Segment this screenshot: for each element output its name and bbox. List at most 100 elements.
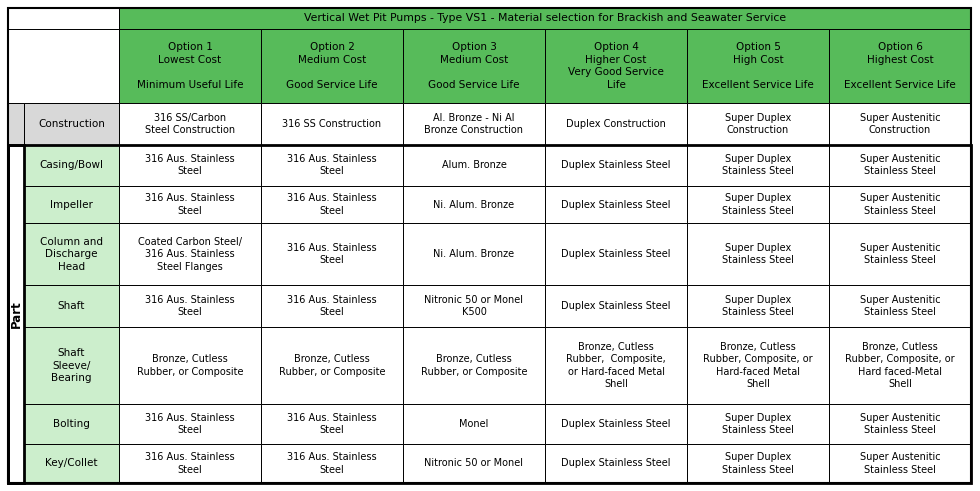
Text: Part: Part xyxy=(10,300,23,327)
Bar xyxy=(8,28,119,103)
Bar xyxy=(403,186,545,223)
Bar xyxy=(119,8,971,28)
Text: Option 6
Highest Cost

Excellent Service Life: Option 6 Highest Cost Excellent Service … xyxy=(844,42,956,89)
Bar xyxy=(24,223,119,285)
Bar xyxy=(261,186,403,223)
Bar xyxy=(545,327,687,405)
Text: 316 SS Construction: 316 SS Construction xyxy=(282,119,381,129)
Bar xyxy=(403,285,545,327)
Text: Nitronic 50 or Monel: Nitronic 50 or Monel xyxy=(424,458,523,468)
Text: Duplex Construction: Duplex Construction xyxy=(566,119,666,129)
Bar xyxy=(261,327,403,405)
Bar xyxy=(119,103,261,145)
Bar xyxy=(687,405,829,444)
Text: Shaft
Sleeve/
Bearing: Shaft Sleeve/ Bearing xyxy=(51,348,92,383)
Text: Super Duplex
Construction: Super Duplex Construction xyxy=(725,113,791,135)
Text: Super Austenitic
Stainless Steel: Super Austenitic Stainless Steel xyxy=(859,243,941,266)
Bar xyxy=(24,145,119,186)
Text: Bronze, Cutless
Rubber, or Composite: Bronze, Cutless Rubber, or Composite xyxy=(420,355,527,377)
Text: 316 SS/Carbon
Steel Construction: 316 SS/Carbon Steel Construction xyxy=(145,113,235,135)
Bar xyxy=(687,186,829,223)
Text: Super Duplex
Stainless Steel: Super Duplex Stainless Steel xyxy=(722,295,794,317)
Text: Option 4
Higher Cost
Very Good Service
Life: Option 4 Higher Cost Very Good Service L… xyxy=(568,42,663,89)
Bar xyxy=(119,145,261,186)
Bar xyxy=(545,223,687,285)
Text: Super Austenitic
Stainless Steel: Super Austenitic Stainless Steel xyxy=(859,413,941,435)
Bar xyxy=(261,285,403,327)
Text: Super Austenitic
Stainless Steel: Super Austenitic Stainless Steel xyxy=(859,154,941,176)
Bar xyxy=(24,327,119,405)
Text: 316 Aus. Stainless
Steel: 316 Aus. Stainless Steel xyxy=(145,193,235,216)
Bar xyxy=(403,444,545,483)
Bar xyxy=(687,103,829,145)
Bar xyxy=(403,405,545,444)
Bar xyxy=(829,444,971,483)
Bar xyxy=(119,327,261,405)
Bar xyxy=(687,145,829,186)
Text: Column and
Discharge
Head: Column and Discharge Head xyxy=(40,237,103,272)
Text: 316 Aus. Stainless
Steel: 316 Aus. Stainless Steel xyxy=(145,413,235,435)
Text: Casing/Bowl: Casing/Bowl xyxy=(39,160,104,170)
Text: Bronze, Cutless
Rubber, or Composite: Bronze, Cutless Rubber, or Composite xyxy=(278,355,385,377)
Text: Impeller: Impeller xyxy=(50,200,93,210)
Text: 316 Aus. Stainless
Steel: 316 Aus. Stainless Steel xyxy=(287,154,377,176)
Text: Duplex Stainless Steel: Duplex Stainless Steel xyxy=(562,160,670,170)
Bar xyxy=(545,145,687,186)
Text: Super Austenitic
Stainless Steel: Super Austenitic Stainless Steel xyxy=(859,452,941,474)
Text: Super Austenitic
Stainless Steel: Super Austenitic Stainless Steel xyxy=(859,193,941,216)
Bar xyxy=(119,444,261,483)
Text: Duplex Stainless Steel: Duplex Stainless Steel xyxy=(562,301,670,311)
Text: Ni. Alum. Bronze: Ni. Alum. Bronze xyxy=(433,249,514,259)
Bar xyxy=(8,145,24,483)
Bar xyxy=(24,103,119,145)
Text: Duplex Stainless Steel: Duplex Stainless Steel xyxy=(562,419,670,429)
Bar xyxy=(545,285,687,327)
Text: Shaft: Shaft xyxy=(58,301,85,311)
Bar xyxy=(24,186,119,223)
Bar xyxy=(687,285,829,327)
Bar xyxy=(545,28,687,103)
Text: Super Duplex
Stainless Steel: Super Duplex Stainless Steel xyxy=(722,193,794,216)
Bar xyxy=(545,444,687,483)
Bar xyxy=(829,327,971,405)
Bar xyxy=(119,285,261,327)
Text: 316 Aus. Stainless
Steel: 316 Aus. Stainless Steel xyxy=(287,452,377,474)
Text: Ni. Alum. Bronze: Ni. Alum. Bronze xyxy=(433,200,514,210)
Text: Super Duplex
Stainless Steel: Super Duplex Stainless Steel xyxy=(722,154,794,176)
Text: Super Austenitic
Construction: Super Austenitic Construction xyxy=(859,113,941,135)
Text: 316 Aus. Stainless
Steel: 316 Aus. Stainless Steel xyxy=(287,295,377,317)
Text: Super Duplex
Stainless Steel: Super Duplex Stainless Steel xyxy=(722,243,794,266)
Bar xyxy=(403,103,545,145)
Text: 316 Aus. Stainless
Steel: 316 Aus. Stainless Steel xyxy=(145,154,235,176)
Text: Bronze, Cutless
Rubber,  Composite,
or Hard-faced Metal
Shell: Bronze, Cutless Rubber, Composite, or Ha… xyxy=(566,342,665,389)
Bar xyxy=(24,444,119,483)
Text: Monel: Monel xyxy=(460,419,489,429)
Text: 316 Aus. Stainless
Steel: 316 Aus. Stainless Steel xyxy=(287,413,377,435)
Bar xyxy=(261,223,403,285)
Bar xyxy=(119,405,261,444)
Bar xyxy=(687,327,829,405)
Bar xyxy=(261,145,403,186)
Text: Bronze, Cutless
Rubber, Composite, or
Hard faced-Metal
Shell: Bronze, Cutless Rubber, Composite, or Ha… xyxy=(845,342,955,389)
Bar xyxy=(8,145,971,483)
Text: Duplex Stainless Steel: Duplex Stainless Steel xyxy=(562,249,670,259)
Bar xyxy=(403,223,545,285)
Bar xyxy=(545,405,687,444)
Bar xyxy=(829,103,971,145)
Text: Super Austenitic
Stainless Steel: Super Austenitic Stainless Steel xyxy=(859,295,941,317)
Bar xyxy=(119,223,261,285)
Text: 316 Aus. Stainless
Steel: 316 Aus. Stainless Steel xyxy=(145,295,235,317)
Bar xyxy=(687,444,829,483)
Bar xyxy=(545,186,687,223)
Bar xyxy=(119,186,261,223)
Bar xyxy=(119,28,261,103)
Bar xyxy=(24,405,119,444)
Text: 316 Aus. Stainless
Steel: 316 Aus. Stainless Steel xyxy=(145,452,235,474)
Text: Construction: Construction xyxy=(38,119,105,129)
Text: Option 3
Medium Cost

Good Service Life: Option 3 Medium Cost Good Service Life xyxy=(428,42,519,89)
Text: Bolting: Bolting xyxy=(53,419,90,429)
Bar xyxy=(24,285,119,327)
Text: Nitronic 50 or Monel
K500: Nitronic 50 or Monel K500 xyxy=(424,295,523,317)
Bar xyxy=(829,285,971,327)
Bar xyxy=(829,405,971,444)
